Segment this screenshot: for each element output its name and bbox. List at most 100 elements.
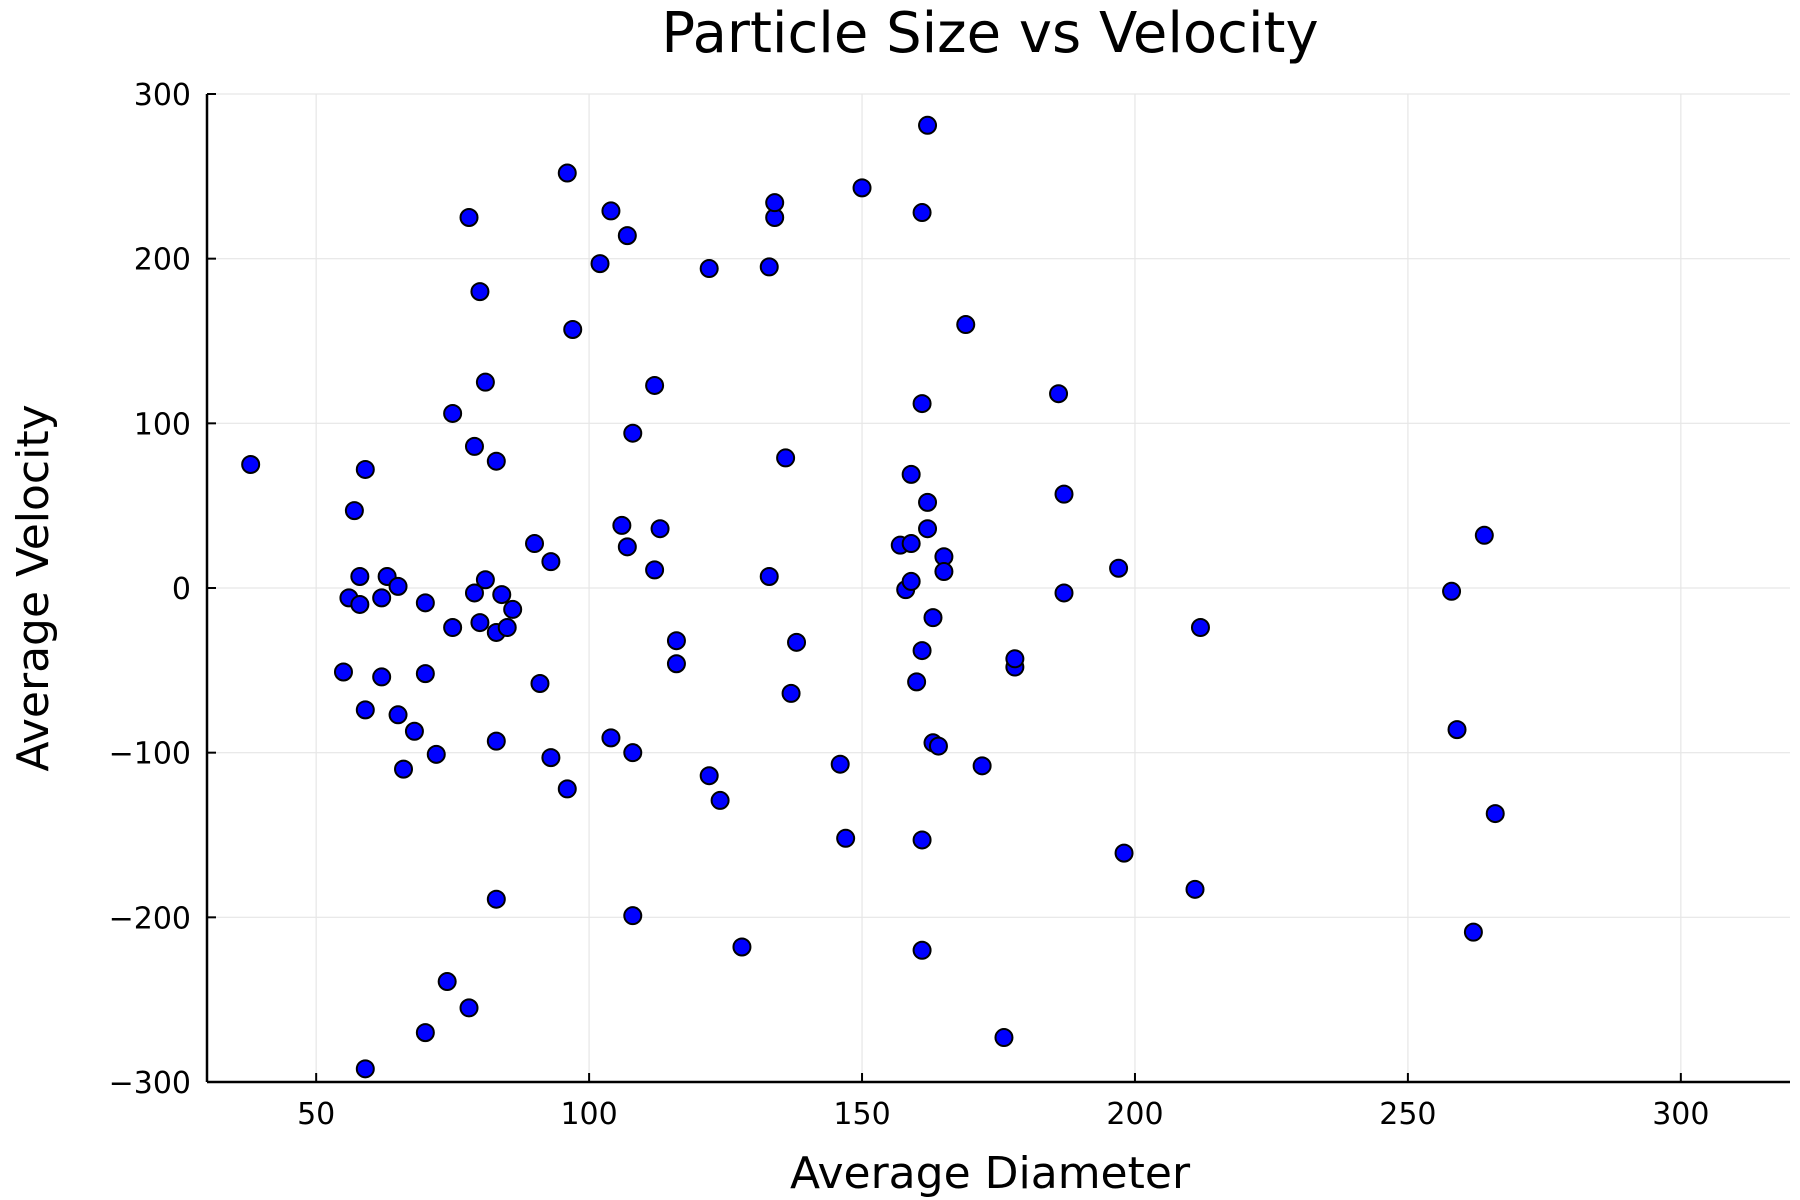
data-point <box>415 593 435 613</box>
data-point <box>912 830 932 850</box>
data-point <box>901 534 921 554</box>
data-point <box>464 436 484 456</box>
y-tick-label: 300 <box>134 78 191 113</box>
data-point <box>350 566 370 586</box>
data-point <box>1190 618 1210 638</box>
data-point <box>464 583 484 603</box>
data-point <box>852 178 872 198</box>
data-point <box>666 654 686 674</box>
data-point <box>1054 583 1074 603</box>
data-point <box>344 501 364 521</box>
data-point <box>645 560 665 580</box>
data-point <box>623 906 643 926</box>
data-point <box>486 731 506 751</box>
data-point <box>710 790 730 810</box>
x-tick-label: 100 <box>560 1097 617 1132</box>
data-point <box>1442 581 1462 601</box>
data-point <box>492 585 512 605</box>
data-point <box>601 201 621 221</box>
chart-title: Particle Size vs Velocity <box>661 1 1318 66</box>
data-point <box>623 743 643 763</box>
data-point <box>830 754 850 774</box>
data-point <box>612 515 632 535</box>
data-point <box>1109 558 1129 578</box>
data-point <box>994 1028 1014 1048</box>
data-point <box>388 576 408 596</box>
data-point <box>907 672 927 692</box>
grid <box>207 93 1790 1083</box>
data-point <box>1049 384 1069 404</box>
data-point <box>1463 922 1483 942</box>
data-point <box>912 641 932 661</box>
data-point <box>928 736 948 756</box>
data-point <box>497 618 517 638</box>
data-point <box>470 282 490 302</box>
data-point <box>475 372 495 392</box>
data-point <box>956 315 976 335</box>
data-point <box>372 667 392 687</box>
data-point <box>912 203 932 223</box>
data-point <box>923 608 943 628</box>
data-point <box>759 257 779 277</box>
data-point <box>666 631 686 651</box>
data-point <box>437 972 457 992</box>
axes: 50 100 150 200 250 300 −300 −200 −100 0 100 200 300 <box>109 78 1790 1132</box>
data-point <box>645 375 665 395</box>
data-point <box>912 940 932 960</box>
x-tick-label: 150 <box>833 1097 890 1132</box>
data-point <box>699 259 719 279</box>
data-point <box>836 828 856 848</box>
data-point <box>541 552 561 572</box>
y-tick-label: −300 <box>109 1066 191 1101</box>
data-point <box>1474 525 1494 545</box>
data-point <box>530 674 550 694</box>
data-point <box>241 455 261 474</box>
data-point <box>590 254 610 274</box>
data-point <box>759 566 779 586</box>
data-point <box>1485 804 1505 824</box>
data-point <box>443 403 463 423</box>
data-point <box>470 613 490 633</box>
x-tick-label: 250 <box>1379 1097 1436 1132</box>
data-point <box>650 519 670 539</box>
data-point <box>503 599 523 619</box>
data-point <box>355 700 375 720</box>
data-point <box>972 756 992 776</box>
data-point <box>350 594 370 614</box>
data-point <box>459 208 479 227</box>
data-point <box>486 451 506 471</box>
data-point <box>912 394 932 414</box>
x-axis-label: Average Diameter <box>790 1148 1191 1199</box>
data-point <box>601 728 621 748</box>
data-point <box>415 664 435 684</box>
data-point <box>1114 843 1134 863</box>
x-tick-label: 300 <box>1652 1097 1709 1132</box>
data-point <box>486 889 506 909</box>
data-point <box>388 705 408 725</box>
x-tick-label: 200 <box>1106 1097 1163 1132</box>
data-point <box>918 519 938 539</box>
data-point <box>765 193 785 213</box>
y-axis-label: Average Velocity <box>8 404 59 771</box>
data-point <box>541 748 561 768</box>
data-point <box>333 662 353 682</box>
data-point <box>623 423 643 443</box>
y-tick-label: 0 <box>172 572 191 607</box>
x-tick-label: 50 <box>297 1097 335 1132</box>
y-tick-label: −200 <box>109 901 191 936</box>
data-point <box>776 448 796 468</box>
data-point <box>918 492 938 512</box>
data-point <box>1005 649 1025 669</box>
data-points <box>241 115 1505 1079</box>
y-tick-label: 100 <box>134 407 191 442</box>
data-point <box>394 759 414 779</box>
data-point <box>617 226 637 246</box>
data-point <box>415 1023 435 1043</box>
data-point <box>699 766 719 786</box>
data-point <box>934 562 954 582</box>
data-point <box>404 721 424 741</box>
data-point <box>901 464 921 484</box>
data-point <box>1447 720 1467 740</box>
data-point <box>781 683 801 703</box>
